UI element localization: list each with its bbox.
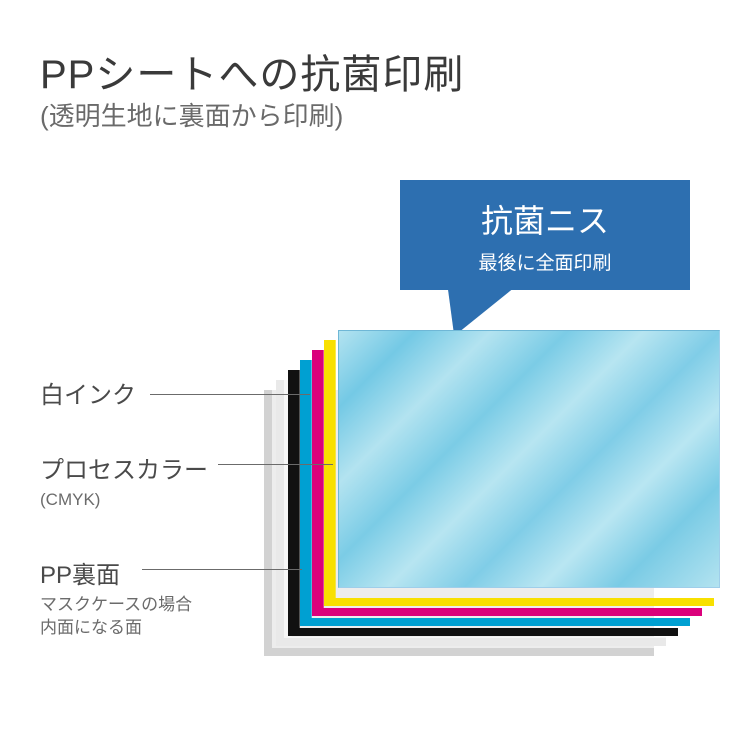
page-subtitle: (透明生地に裏面から印刷) xyxy=(40,96,343,133)
callout-tail xyxy=(432,288,514,336)
page-title: PPシートへの抗菌印刷 xyxy=(40,42,464,100)
label-pp-main: PP裏面 xyxy=(40,555,290,590)
label-pp-sub: マスクケースの場合内面になる面 xyxy=(40,594,290,640)
label-cmyk: プロセスカラー (CMYK) xyxy=(40,450,290,512)
label-white-ink: 白インク xyxy=(40,375,270,410)
label-white-main: 白インク xyxy=(40,375,270,410)
label-cmyk-sub: (CMYK) xyxy=(40,489,290,512)
label-pp: PP裏面 マスクケースの場合内面になる面 xyxy=(40,555,290,640)
layer-varnish xyxy=(338,330,720,588)
label-cmyk-main: プロセスカラー xyxy=(40,450,290,485)
layer-stack xyxy=(260,330,740,690)
callout-title: 抗菌ニス xyxy=(481,196,609,242)
callout-box: 抗菌ニス 最後に全面印刷 xyxy=(400,180,690,290)
callout-sub: 最後に全面印刷 xyxy=(478,248,611,275)
